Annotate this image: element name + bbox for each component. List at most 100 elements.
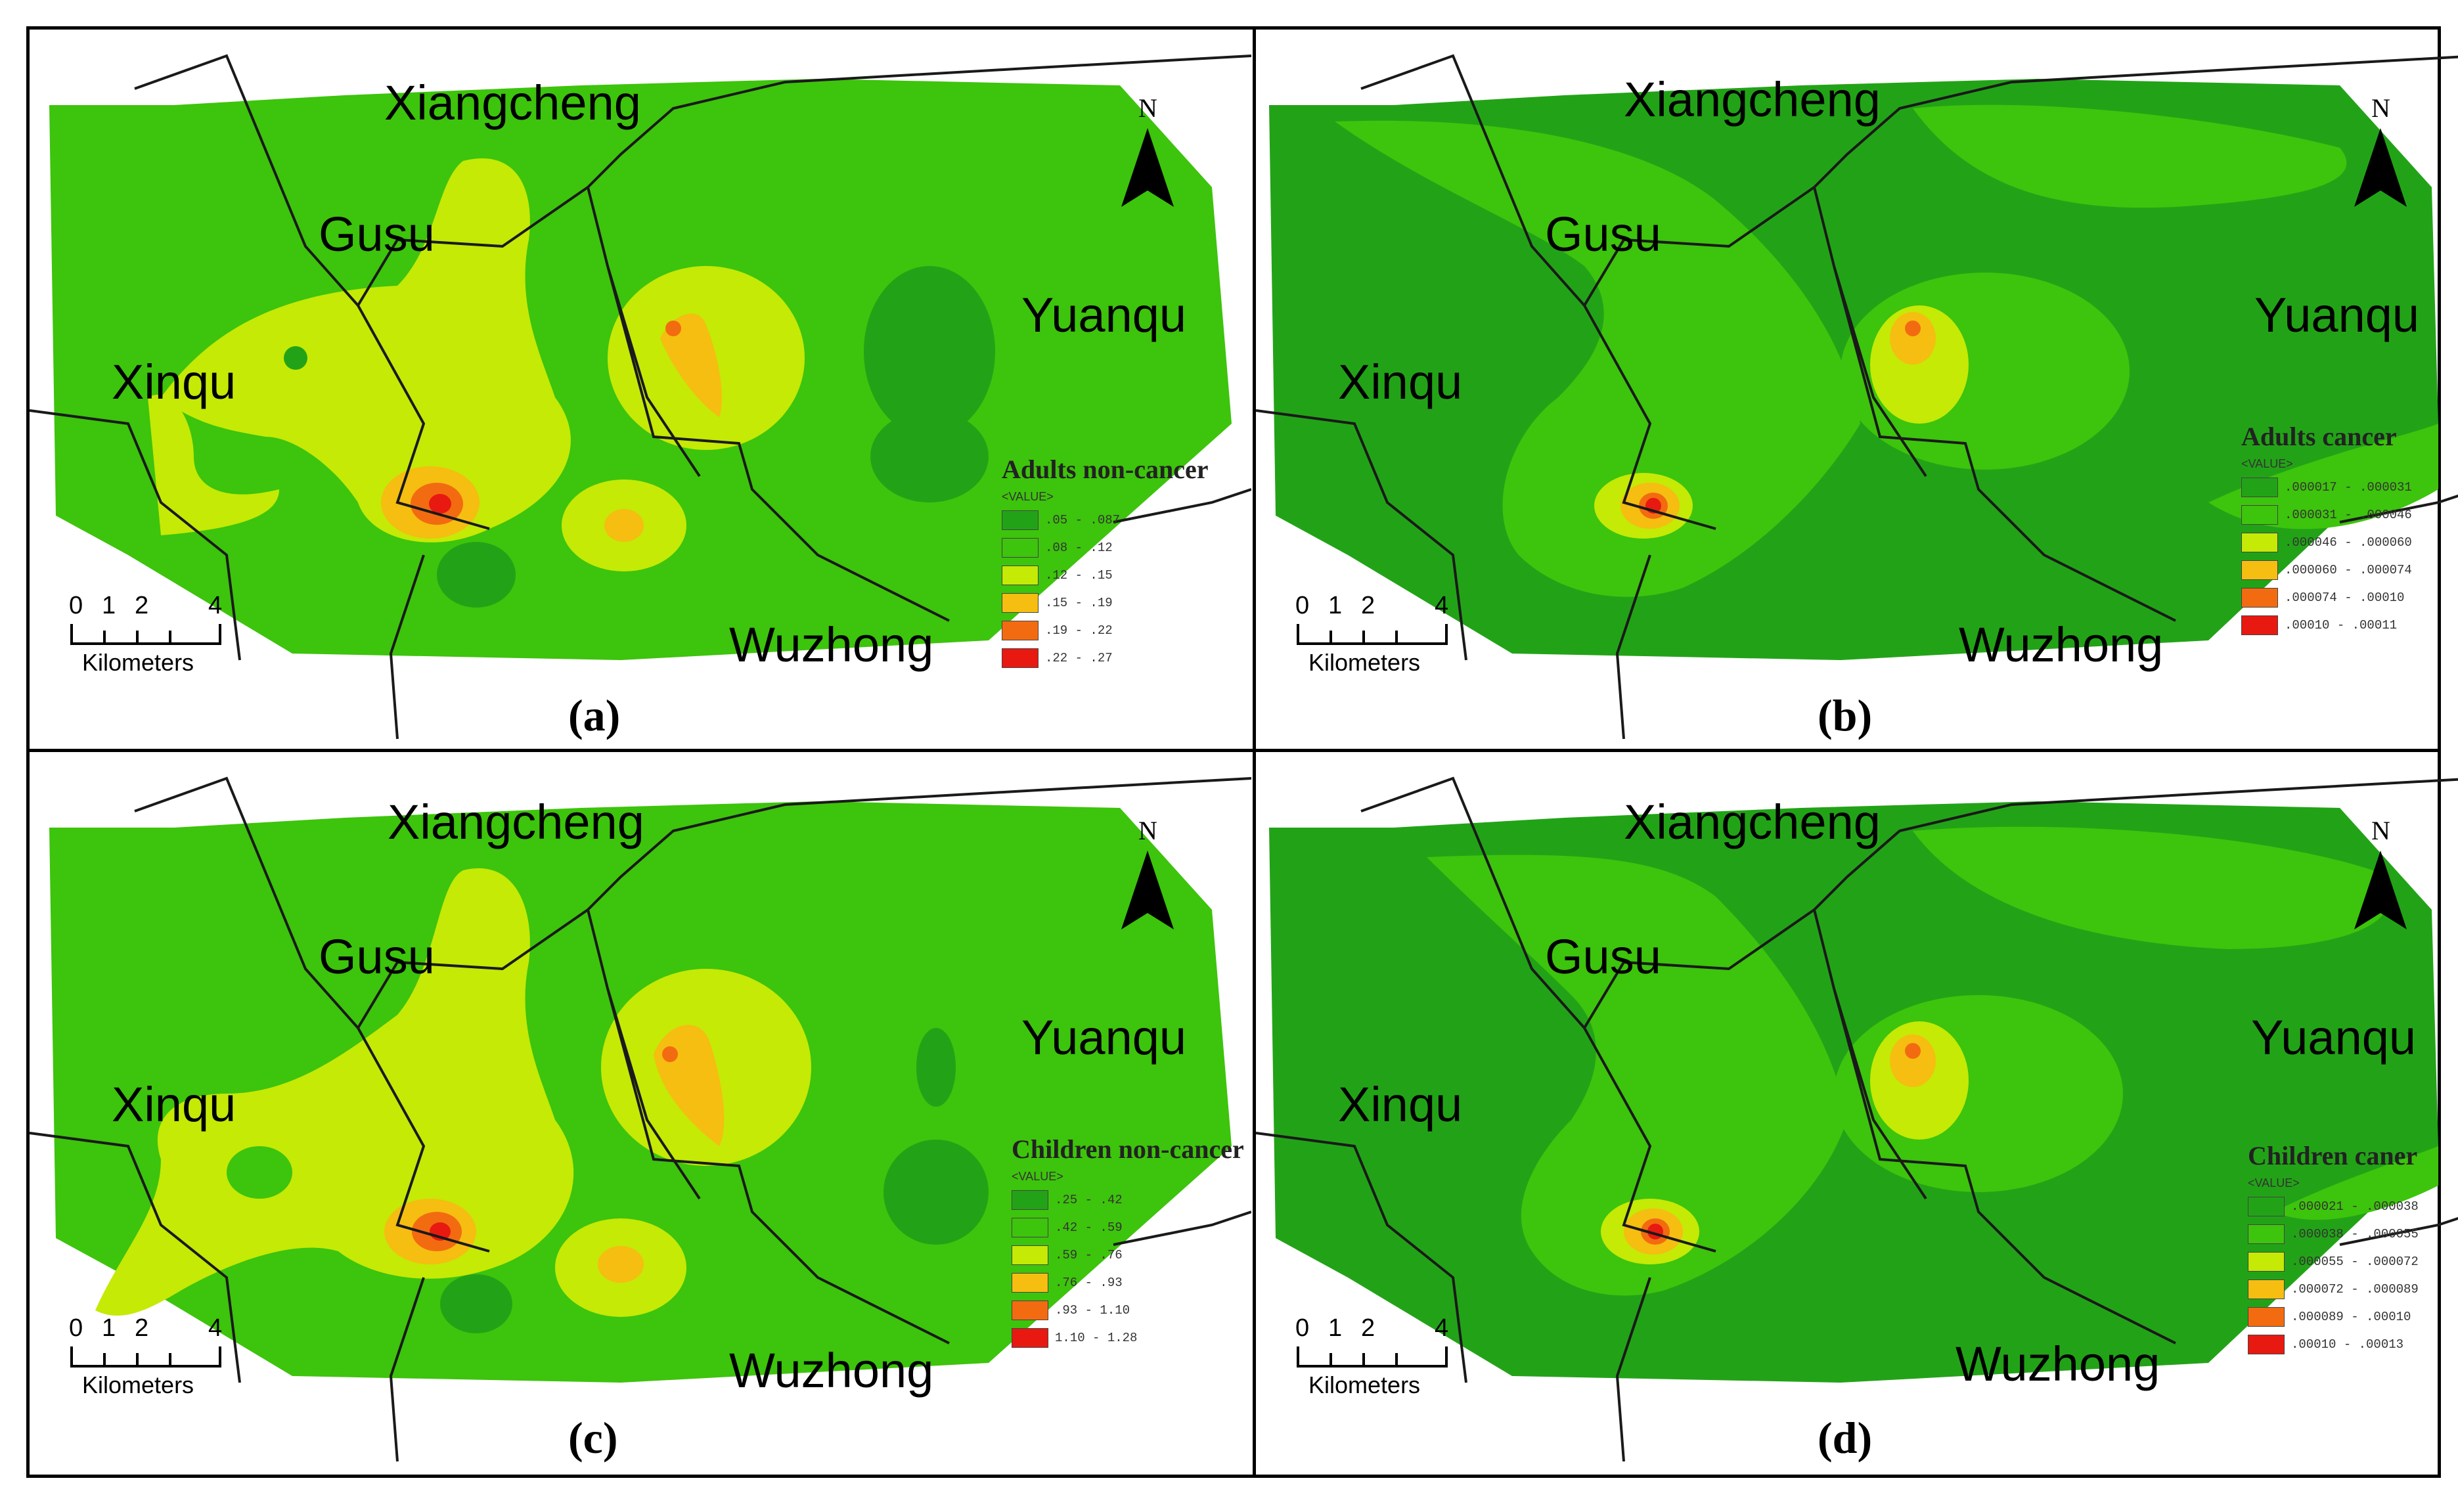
district-boundary xyxy=(1256,54,2458,740)
region-label-xinqu: Xinqu xyxy=(1338,355,1463,409)
panel-a: Xiangcheng Gusu Xinqu Yuanqu Wuzhong N 0… xyxy=(30,30,1251,747)
legend-range: .00010 - .00013 xyxy=(2291,1337,2404,1352)
contour-zone xyxy=(660,313,722,417)
panel-letter: (b) xyxy=(1818,690,1873,740)
legend-swatch xyxy=(2248,1197,2285,1216)
scale-unit-label: Kilometers xyxy=(1308,1371,1421,1398)
legend-item: .25 - .42 xyxy=(1012,1190,1244,1210)
contour-zone xyxy=(1890,312,1936,365)
region-label-gusu: Gusu xyxy=(1545,929,1661,984)
legend-field-label: <VALUE> xyxy=(2248,1176,2300,1190)
scale-tick-label: 4 xyxy=(208,1314,223,1342)
district-boundary xyxy=(30,54,1251,740)
legend-range: .42 - .59 xyxy=(1055,1220,1123,1235)
legend-range: .15 - .19 xyxy=(1045,596,1113,610)
north-label: N xyxy=(2371,816,2390,845)
region-label-gusu: Gusu xyxy=(319,929,435,984)
region-label-xinqu: Xinqu xyxy=(112,1077,236,1132)
north-arrow-icon xyxy=(1121,128,1174,207)
scale-tick-label: 4 xyxy=(208,592,223,619)
map-a xyxy=(30,54,1251,740)
legend-item: .00010 - .00013 xyxy=(2248,1335,2419,1354)
scale-bar xyxy=(1297,624,1448,645)
legend-item: .15 - .19 xyxy=(1002,593,1208,613)
panel-letter: (c) xyxy=(568,1413,618,1463)
vertical-divider xyxy=(1253,30,1256,1475)
north-arrow-icon xyxy=(1121,851,1174,929)
legend-item: .00010 - .00011 xyxy=(2241,615,2412,635)
legend-swatch xyxy=(2248,1279,2285,1299)
contour-zone xyxy=(440,1274,512,1333)
legend-field-label: <VALUE> xyxy=(1012,1170,1063,1183)
contour-zone xyxy=(161,158,571,543)
legend-item: .000017 - .000031 xyxy=(2241,478,2412,497)
legend-item: .000060 - .000074 xyxy=(2241,560,2412,580)
region-label-xiangcheng: Xiangcheng xyxy=(384,76,641,130)
contour-zone xyxy=(1890,1034,1936,1087)
scale-tick-label: 1 xyxy=(1328,1314,1343,1342)
legend-item: .000021 - .000038 xyxy=(2248,1197,2419,1216)
legend-range: .12 - .15 xyxy=(1045,568,1113,583)
legend-swatch xyxy=(2248,1224,2285,1244)
scale-tick-label: 4 xyxy=(1435,1314,1449,1342)
scale-bar xyxy=(1297,1346,1448,1367)
north-arrow-icon xyxy=(2354,128,2407,207)
legend-item: .000055 - .000072 xyxy=(2248,1252,2419,1272)
legend-title: Adults cancer xyxy=(2241,422,2397,451)
region-label-yuanqu: Yuanqu xyxy=(1021,288,1187,342)
region-label-wuzhong: Wuzhong xyxy=(729,1343,934,1398)
district-boundary xyxy=(30,776,1251,1462)
legend-swatch xyxy=(1002,648,1039,668)
contour-zone xyxy=(284,346,307,370)
contour-zone xyxy=(916,1028,956,1107)
legend-item: .000031 - .000046 xyxy=(2241,505,2412,525)
legend-swatch xyxy=(1002,593,1039,613)
legend-swatch xyxy=(1002,566,1039,585)
region-label-xinqu: Xinqu xyxy=(112,355,236,409)
region-label-xiangcheng: Xiangcheng xyxy=(1624,72,1881,127)
contour-zone xyxy=(665,321,681,336)
contour-zone xyxy=(1905,1043,1921,1059)
map-c xyxy=(30,776,1251,1462)
figure-frame: Xiangcheng Gusu Xinqu Yuanqu Wuzhong N 0… xyxy=(26,26,2458,1478)
region-label-gusu: Gusu xyxy=(319,207,435,261)
contour-zone xyxy=(437,542,516,608)
scale-tick-label: 2 xyxy=(1361,592,1375,619)
legend-swatch xyxy=(2241,588,2278,608)
legend-item: .000074 - .00010 xyxy=(2241,588,2412,608)
scale-unit-label: Kilometers xyxy=(82,1371,194,1398)
scale-unit-label: Kilometers xyxy=(82,649,194,676)
legend-title: Children non-cancer xyxy=(1012,1134,1244,1164)
legend-range: .25 - .42 xyxy=(1055,1193,1123,1207)
legend-item: .000089 - .00010 xyxy=(2248,1307,2419,1327)
legend-range: .76 - .93 xyxy=(1055,1276,1123,1290)
legend-item: .000038 - .000055 xyxy=(2248,1224,2419,1244)
legend-range: 1.10 - 1.28 xyxy=(1055,1331,1138,1345)
horizontal-divider xyxy=(30,749,2438,752)
legend-swatch xyxy=(1012,1301,1048,1320)
contour-zone xyxy=(864,266,995,437)
scale-bar xyxy=(70,1346,221,1367)
panel-letter: (d) xyxy=(1818,1413,1873,1463)
legend-swatch xyxy=(1002,621,1039,640)
legend-item: .000072 - .000089 xyxy=(2248,1279,2419,1299)
legend-range: .000031 - .000046 xyxy=(2285,508,2412,522)
legend-range: .00010 - .00011 xyxy=(2285,618,2398,633)
scale-tick-label: 2 xyxy=(1361,1314,1375,1342)
legend-swatch xyxy=(2241,533,2278,552)
legend-swatch xyxy=(2248,1307,2285,1327)
region-label-wuzhong: Wuzhong xyxy=(729,617,934,672)
map-b xyxy=(1256,54,2458,740)
legend-item: .000046 - .000060 xyxy=(2241,533,2412,552)
legend-range: .000021 - .000038 xyxy=(2291,1199,2419,1214)
region-label-wuzhong: Wuzhong xyxy=(1959,617,2164,672)
legend-swatch xyxy=(2248,1335,2285,1354)
panel-c: Xiangcheng Gusu Xinqu Yuanqu Wuzhong N 0… xyxy=(30,752,1251,1469)
scale-tick-label: 2 xyxy=(135,1314,149,1342)
scale-tick-label: 2 xyxy=(135,592,149,619)
legend-range: .000072 - .000089 xyxy=(2291,1282,2419,1297)
legend-range: .05 - .087 xyxy=(1045,513,1121,527)
contour-zone xyxy=(883,1140,989,1245)
legend-swatch xyxy=(2241,615,2278,635)
region-label-yuanqu: Yuanqu xyxy=(2251,1010,2417,1065)
